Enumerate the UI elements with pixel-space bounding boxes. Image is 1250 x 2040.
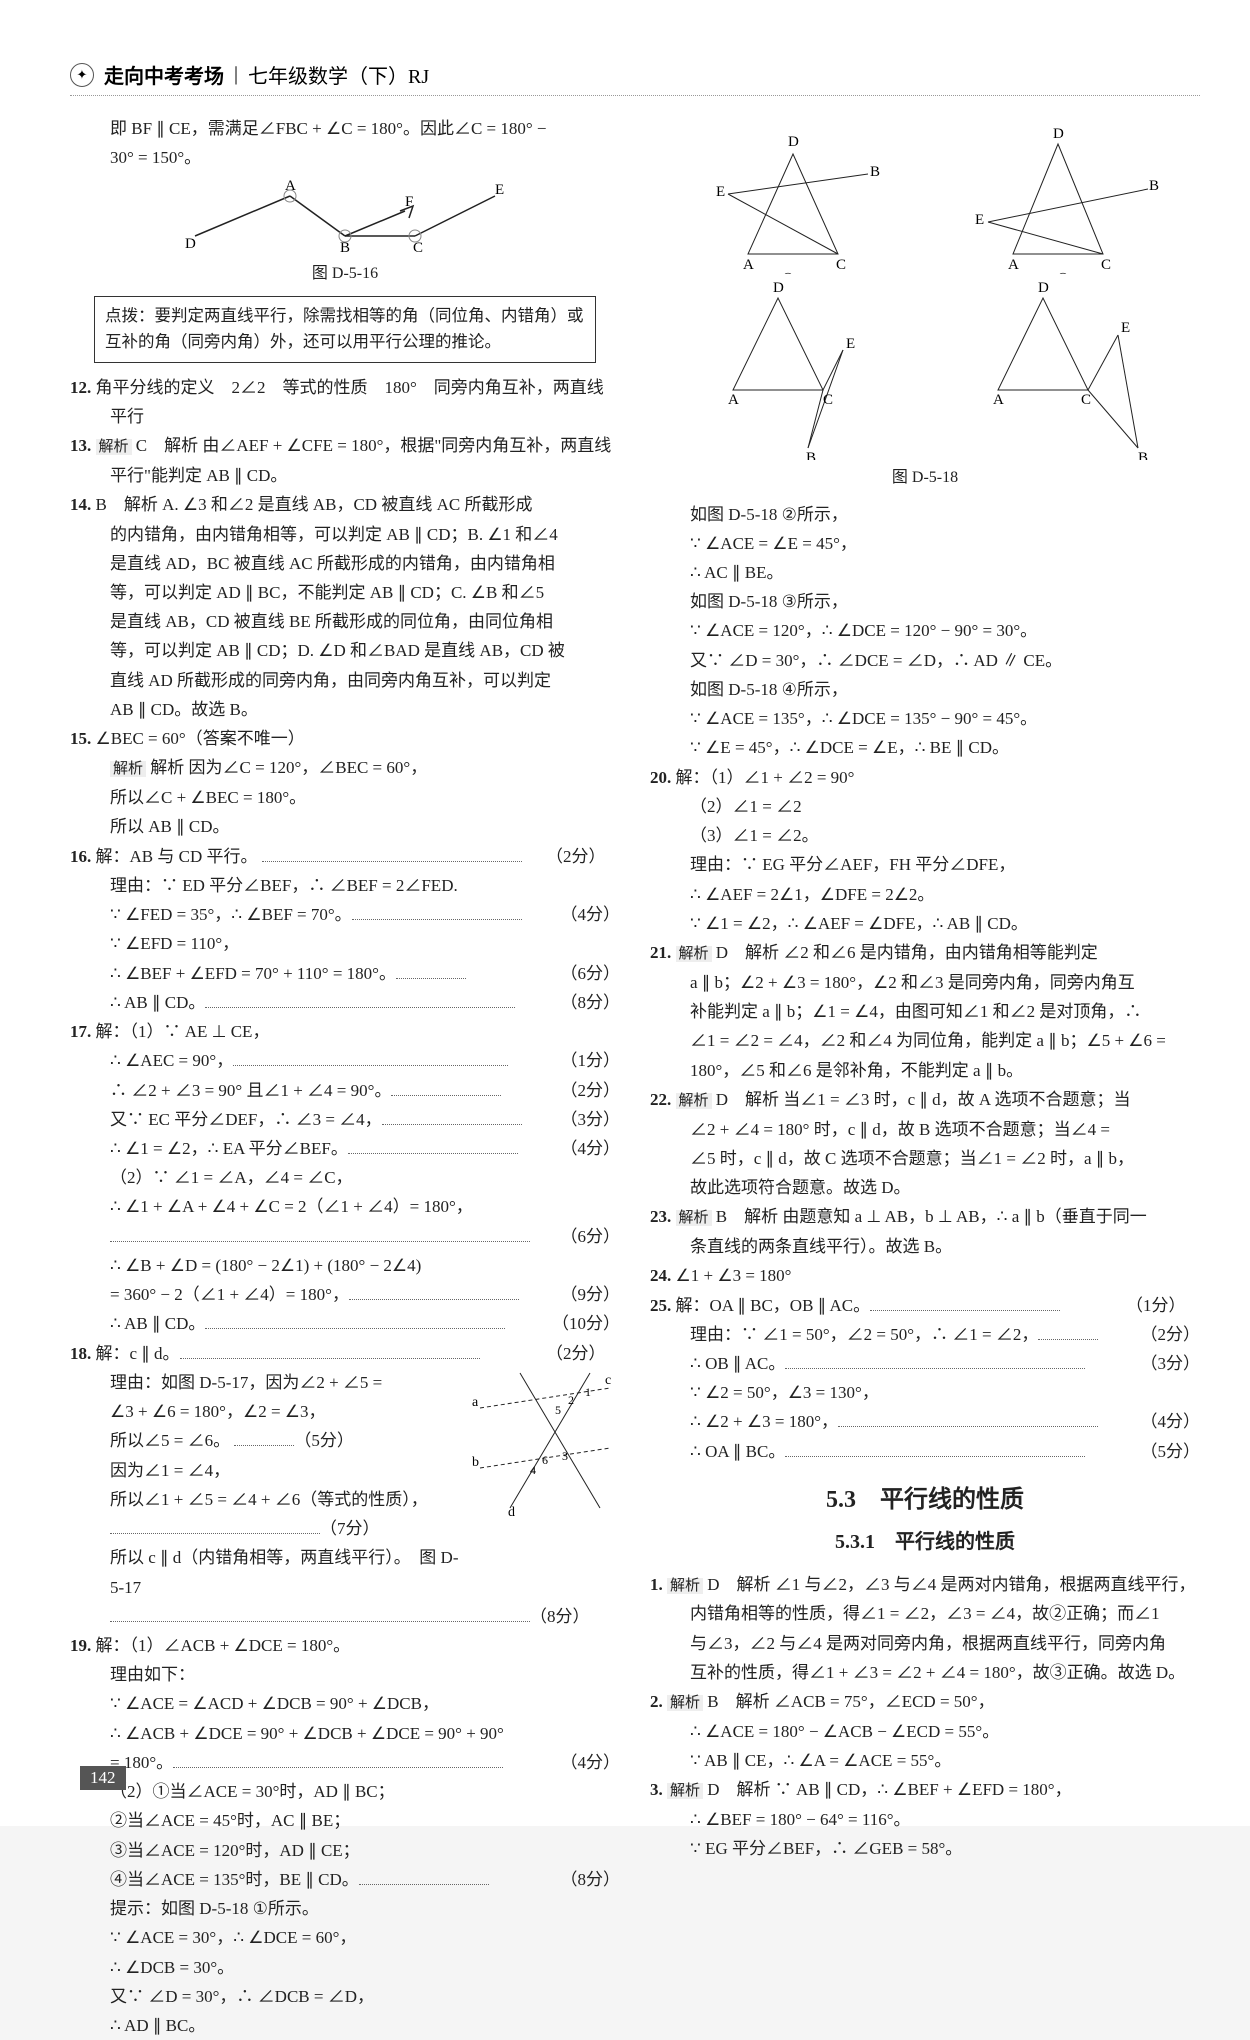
- svg-text:A: A: [1008, 257, 1019, 273]
- svg-text:A: A: [285, 178, 296, 194]
- subsection-5.3.1: 5.3.1 平行线的性质: [650, 1525, 1200, 1559]
- svg-text:A: A: [728, 392, 739, 408]
- svg-text:②: ②: [1056, 272, 1069, 274]
- logo-icon: ✦: [70, 63, 94, 87]
- svg-text:D: D: [1053, 126, 1064, 142]
- svg-text:d: d: [508, 1505, 515, 1518]
- svg-text:3: 3: [562, 1449, 568, 1463]
- svg-text:B: B: [806, 450, 816, 460]
- pre-line-1: 30° = 150°。: [70, 143, 620, 172]
- svg-text:5: 5: [555, 1403, 561, 1417]
- svg-text:C: C: [413, 240, 423, 256]
- figure-d-5-18-row1: A C D E B ① A C D E B ②: [650, 114, 1200, 274]
- svg-text:E: E: [846, 336, 855, 352]
- svg-text:E: E: [975, 212, 984, 228]
- svg-text:①: ①: [781, 272, 794, 274]
- figure-d-5-17: a b c d 1 2 5 3 6 4: [470, 1368, 620, 1518]
- q17: 17. 解：（1）∵ AE ⊥ CE，: [70, 1017, 620, 1046]
- q22: 22. 解析 D 解析 当∠1 = ∠3 时，c ∥ d，故 A 选项不合题意；…: [650, 1085, 1200, 1115]
- fig-d516-label: 图 D-5-16: [70, 260, 620, 288]
- svg-text:D: D: [773, 280, 784, 296]
- svg-text:B: B: [1138, 450, 1148, 460]
- svg-text:A: A: [743, 257, 754, 273]
- svg-text:a: a: [472, 1395, 479, 1410]
- svg-text:E: E: [1121, 320, 1130, 336]
- right-column: A C D E B ① A C D E B ②: [650, 114, 1200, 2040]
- q25: 25. 解：OA ∥ BC，OB ∥ AC。（1分）: [650, 1291, 1200, 1320]
- s1: 1. 解析 D 解析 ∠1 与∠2，∠3 与∠4 是两对内错角，根据两直线平行，: [650, 1570, 1200, 1600]
- svg-text:A: A: [993, 392, 1004, 408]
- svg-text:B: B: [1149, 178, 1159, 194]
- svg-text:D: D: [185, 236, 196, 252]
- svg-text:E: E: [495, 182, 504, 198]
- content-columns: 即 BF ∥ CE，需满足∠FBC + ∠C = 180°。因此∠C = 180…: [70, 114, 1200, 2040]
- svg-text:1: 1: [585, 1385, 591, 1399]
- svg-text:B: B: [870, 164, 880, 180]
- fig-d518-label: 图 D-5-18: [650, 464, 1200, 492]
- q21: 21. 解析 D 解析 ∠2 和∠6 是内错角，由内错角相等能判定: [650, 938, 1200, 968]
- svg-text:B: B: [340, 240, 350, 256]
- q13: 13. 解析 C 解析 由∠AEF + ∠CFE = 180°，根据"同旁内角互…: [70, 431, 620, 490]
- left-column: 即 BF ∥ CE，需满足∠FBC + ∠C = 180°。因此∠C = 180…: [70, 114, 620, 2040]
- q23: 23. 解析 B 解析 由题意知 a ⊥ AB，b ⊥ AB，∴ a ∥ b（垂…: [650, 1202, 1200, 1232]
- pre-line-0: 即 BF ∥ CE，需满足∠FBC + ∠C = 180°。因此∠C = 180…: [70, 114, 620, 143]
- subject-title: 七年级数学（下）RJ: [248, 60, 429, 89]
- q14-line0: 14. B 解析 A. ∠3 和∠2 是直线 AB，CD 被直线 AC 所截形成: [70, 490, 620, 519]
- section-5.3: 5.3 平行线的性质: [650, 1480, 1200, 1521]
- q20: 20. 解：（1）∠1 + ∠2 = 90°: [650, 763, 1200, 792]
- svg-text:C: C: [1101, 257, 1111, 273]
- svg-text:E: E: [716, 184, 725, 200]
- figure-d-5-18-row2: A C D E B ③ A C D E B ④: [650, 280, 1200, 460]
- series-title: 走向中考考场: [104, 60, 224, 89]
- svg-text:F: F: [405, 194, 413, 210]
- svg-text:C: C: [1081, 392, 1091, 408]
- s2: 2. 解析 B 解析 ∠ACB = 75°，∠ECD = 50°，: [650, 1687, 1200, 1717]
- svg-text:4: 4: [530, 1463, 536, 1477]
- header: ✦ 走向中考考场 | 七年级数学（下）RJ: [70, 60, 1200, 96]
- q24: 24. ∠1 + ∠3 = 180°: [650, 1261, 1200, 1290]
- q15: 15. ∠BEC = 60°（答案不唯一）: [70, 724, 620, 753]
- page-number: 142: [80, 1766, 126, 1790]
- svg-text:D: D: [1038, 280, 1049, 296]
- svg-text:2: 2: [568, 1393, 574, 1407]
- q12: 12. 角平分线的定义 2∠2 等式的性质 180° 同旁内角互补，两直线平行: [70, 373, 620, 431]
- q19: 19. 解：（1）∠ACB + ∠DCE = 180°。: [70, 1631, 620, 1660]
- svg-text:C: C: [823, 392, 833, 408]
- svg-text:C: C: [836, 257, 846, 273]
- q18: 18. 解：c ∥ d。（2分）: [70, 1339, 620, 1368]
- svg-text:c: c: [605, 1373, 611, 1388]
- analysis-tag: 解析: [96, 439, 132, 455]
- s3: 3. 解析 D 解析 ∵ AB ∥ CD，∴ ∠BEF + ∠EFD = 180…: [650, 1775, 1200, 1805]
- svg-text:6: 6: [542, 1453, 548, 1467]
- svg-text:b: b: [472, 1455, 479, 1470]
- q16-0: 16. 解：AB 与 CD 平行。 （2分）: [70, 842, 620, 871]
- page: ✦ 走向中考考场 | 七年级数学（下）RJ 即 BF ∥ CE，需满足∠FBC …: [0, 0, 1250, 1826]
- figure-d-5-16: D A B F C E: [165, 176, 525, 256]
- svg-text:D: D: [788, 134, 799, 150]
- tip-box: 点拨：要判定两直线平行，除需找相等的角（同位角、内错角）或互补的角（同旁内角）外…: [94, 296, 596, 363]
